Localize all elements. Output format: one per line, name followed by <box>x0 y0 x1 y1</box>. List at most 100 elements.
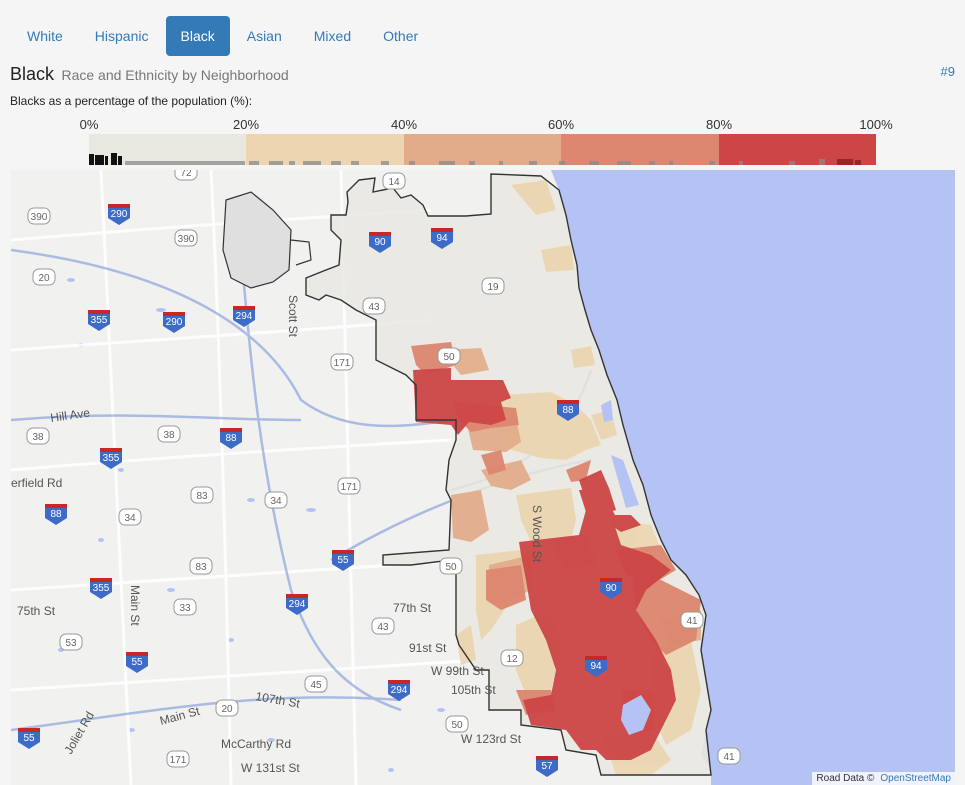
route-marker-layer: 390 390 20 72 14 19 43 171 38 38 83 34 3… <box>26 170 741 768</box>
svg-text:355: 355 <box>91 315 108 326</box>
road-label: erfield Rd <box>11 476 62 490</box>
road-label: W 123rd St <box>461 732 522 746</box>
interstate-shield: 294 <box>233 306 255 327</box>
route-marker: 50 <box>437 347 461 365</box>
route-marker: 41 <box>680 611 704 629</box>
road-label: Joliet Rd <box>61 709 96 756</box>
svg-text:41: 41 <box>723 752 735 763</box>
map-canvas: Hill Ave erfield Rd 75th St Main St Scot… <box>11 170 955 785</box>
interstate-shield: 90 <box>369 232 391 253</box>
svg-text:43: 43 <box>377 622 389 633</box>
svg-text:14: 14 <box>388 177 400 188</box>
svg-text:38: 38 <box>32 432 44 443</box>
road-label: 77th St <box>393 601 432 615</box>
svg-text:390: 390 <box>31 212 48 223</box>
legend-tick: 100% <box>859 117 893 132</box>
route-marker: 83 <box>189 557 213 575</box>
legend-swatch-40-60 <box>403 134 562 165</box>
page-title: Black Race and Ethnicity by Neighborhood <box>10 64 289 85</box>
road-label: Scott St <box>286 295 300 338</box>
attribution-text: Road Data © <box>816 773 875 784</box>
svg-text:20: 20 <box>221 704 233 715</box>
tab-black[interactable]: Black <box>165 16 230 56</box>
interstate-shield: 290 <box>163 312 185 333</box>
svg-text:19: 19 <box>487 282 499 293</box>
road-label-layer: Hill Ave erfield Rd 75th St Main St Scot… <box>11 295 544 775</box>
road-label: W 131st St <box>241 761 300 775</box>
route-marker: 33 <box>173 598 197 616</box>
svg-text:50: 50 <box>443 352 455 363</box>
tab-mixed[interactable]: Mixed <box>313 28 352 44</box>
lake-calumet <box>621 695 651 735</box>
interstate-shield: 294 <box>388 680 410 701</box>
svg-text:50: 50 <box>445 562 457 573</box>
ohare-region <box>223 192 291 288</box>
route-marker: 20 <box>32 268 56 286</box>
svg-text:390: 390 <box>178 234 195 245</box>
route-marker: 34 <box>264 491 288 509</box>
legend-color-bar <box>89 134 877 165</box>
legend-tick: 0% <box>79 117 99 132</box>
road-label: S Wood St <box>530 505 544 563</box>
route-marker: 83 <box>190 486 214 504</box>
svg-text:171: 171 <box>170 755 187 766</box>
svg-text:355: 355 <box>93 583 110 594</box>
interstate-shield: 55 <box>18 728 40 749</box>
svg-text:294: 294 <box>289 599 306 610</box>
svg-text:12: 12 <box>506 654 518 665</box>
svg-text:171: 171 <box>334 358 351 369</box>
svg-text:88: 88 <box>562 405 574 416</box>
svg-text:294: 294 <box>236 311 253 322</box>
harbor-north <box>601 400 613 422</box>
svg-text:90: 90 <box>605 583 617 594</box>
route-marker: 41 <box>717 747 741 765</box>
tab-hispanic[interactable]: Hispanic <box>94 28 149 44</box>
interstate-shield: 88 <box>220 428 242 449</box>
svg-text:53: 53 <box>65 639 77 650</box>
route-marker: 390 <box>174 229 198 247</box>
interstate-shield: 290 <box>108 204 130 225</box>
tab-other[interactable]: Other <box>383 28 419 44</box>
svg-text:57: 57 <box>541 761 553 772</box>
interstate-shield: 355 <box>88 310 110 331</box>
svg-text:290: 290 <box>166 317 183 328</box>
route-marker: 45 <box>304 675 328 693</box>
openstreetmap-link[interactable]: OpenStreetMap <box>880 773 951 784</box>
route-marker: 171 <box>166 750 190 768</box>
legend-tick: 20% <box>232 117 260 132</box>
choropleth-map[interactable]: Hill Ave erfield Rd 75th St Main St Scot… <box>11 170 955 785</box>
legend-tick: 80% <box>705 117 733 132</box>
tab-white[interactable]: White <box>27 28 63 44</box>
svg-text:83: 83 <box>195 562 207 573</box>
svg-text:34: 34 <box>124 513 136 524</box>
svg-text:43: 43 <box>368 302 380 313</box>
permalink-link[interactable]: #9 <box>940 64 955 79</box>
route-marker: 34 <box>118 508 142 526</box>
race-tabs: White Hispanic Black Asian Mixed Other <box>12 16 435 56</box>
route-marker: 171 <box>330 353 354 371</box>
road-label: Main St <box>128 585 142 626</box>
map-attribution: Road Data © OpenStreetMap <box>812 772 955 785</box>
interstate-shield: 355 <box>90 578 112 599</box>
road-label: W 99th St <box>431 664 484 678</box>
interstate-shield: 57 <box>536 756 558 777</box>
svg-text:290: 290 <box>111 209 128 220</box>
interstate-shield: 88 <box>557 400 579 421</box>
route-marker: 20 <box>215 699 239 717</box>
route-marker: 38 <box>157 425 181 443</box>
svg-text:53: 53 <box>65 638 77 649</box>
svg-text:355: 355 <box>103 453 120 464</box>
svg-text:88: 88 <box>225 433 237 444</box>
road-label: 105th St <box>451 683 496 697</box>
road-label: 75th St <box>17 604 56 618</box>
tab-asian[interactable]: Asian <box>246 28 282 44</box>
svg-text:72: 72 <box>180 170 192 179</box>
route-marker: 171 <box>337 477 361 495</box>
legend-swatch-20-40 <box>246 134 404 165</box>
svg-text:88: 88 <box>50 509 62 520</box>
ohare-boundary <box>222 191 312 289</box>
route-marker: 19 <box>481 277 505 295</box>
svg-text:294: 294 <box>391 685 408 696</box>
interstate-shield: 355 <box>100 448 122 469</box>
interstate-shield: 90 <box>600 578 622 599</box>
